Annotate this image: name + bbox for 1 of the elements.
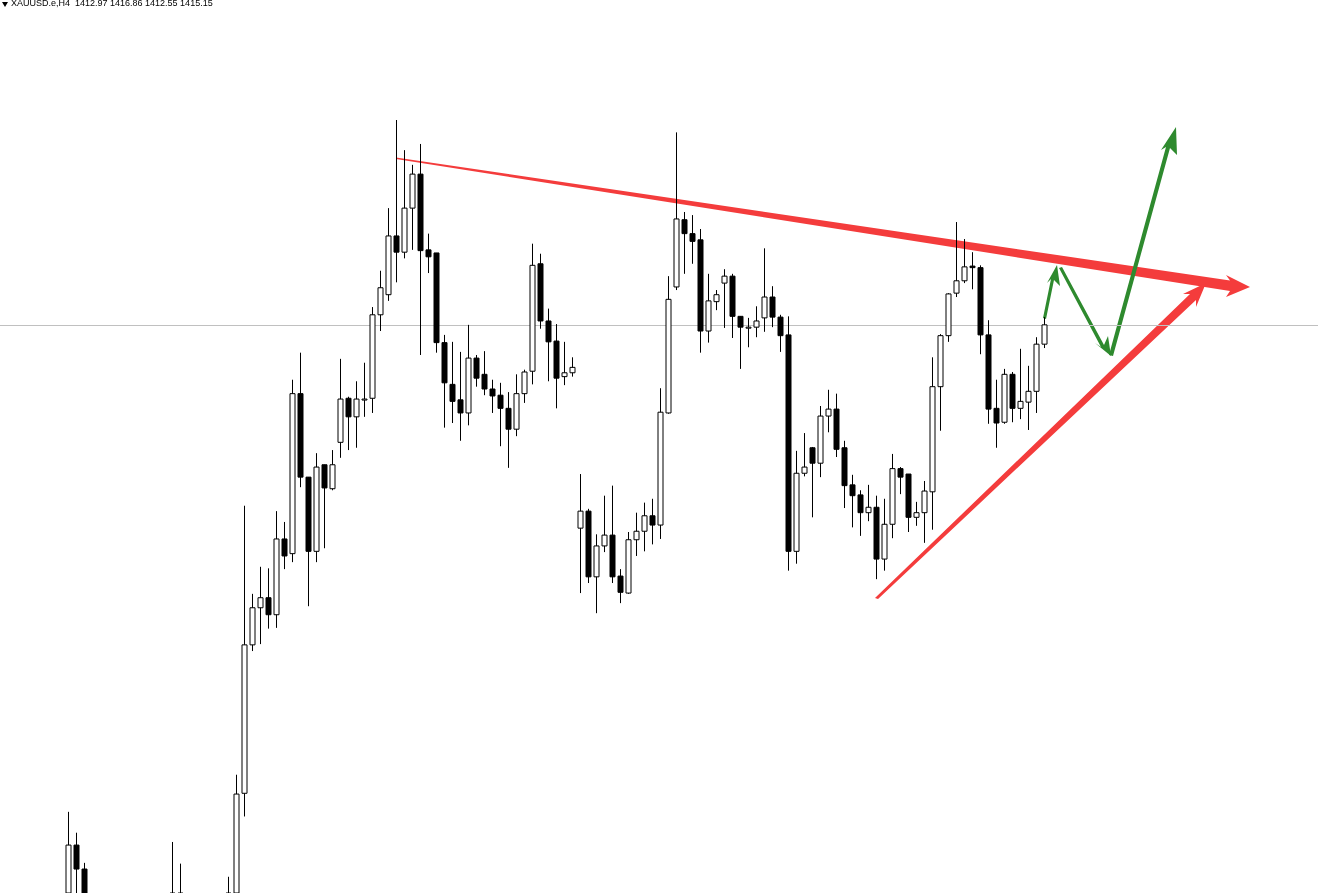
chart-title: XAUUSD.e,H4 1412.97 1416.86 1412.55 1415.15 <box>11 0 213 8</box>
